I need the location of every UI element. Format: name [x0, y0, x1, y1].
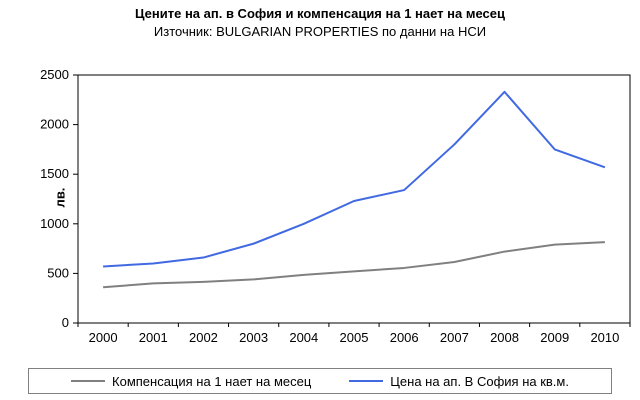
x-tick-label: 2004: [289, 330, 318, 345]
y-tick-label: 500: [47, 265, 69, 280]
y-tick-label: 2500: [40, 67, 69, 82]
series-line-1: [103, 90, 606, 268]
legend-item-0: Компенсация на 1 нает на месец: [71, 374, 311, 389]
y-tick-label: 0: [62, 315, 69, 330]
x-tick-label: 2009: [540, 330, 569, 345]
x-tick-label: 2003: [239, 330, 268, 345]
x-tick-label: 2008: [490, 330, 519, 345]
series-line-0: [103, 241, 605, 289]
x-tick-label: 2007: [440, 330, 469, 345]
x-tick-label: 2010: [590, 330, 619, 345]
chart-legend: Компенсация на 1 нает на месец Цена на ап…: [28, 368, 612, 394]
y-tick-label: 1000: [40, 216, 69, 231]
x-tick-label: 2005: [340, 330, 369, 345]
legend-label: Цена на ап. В София на кв.м.: [390, 373, 569, 389]
plot-area: [77, 74, 631, 324]
line-chart: 0 500 1000 1500 2000 2500 2000 2001 2002 2003 2004…: [40, 67, 631, 345]
x-tick-label: 2002: [189, 330, 218, 345]
legend-line-sample: [71, 380, 106, 382]
chart-title: Цените на ап. в София и компенсация на 1…: [135, 6, 505, 21]
legend-item-1: Цена на ап. В София на кв.м.: [349, 374, 569, 389]
legend-label: Компенсация на 1 нает на месец: [112, 373, 312, 389]
y-tick-label: 1500: [40, 166, 69, 181]
legend-line-sample: [349, 380, 384, 382]
x-tick-label: 2006: [390, 330, 419, 345]
x-tick-label: 2001: [139, 330, 168, 345]
chart-subtitle: Източник: BULGARIAN PROPERTIES по данни …: [153, 24, 487, 39]
y-tick-label: 2000: [40, 117, 69, 132]
x-tick-label: 2000: [89, 330, 118, 345]
